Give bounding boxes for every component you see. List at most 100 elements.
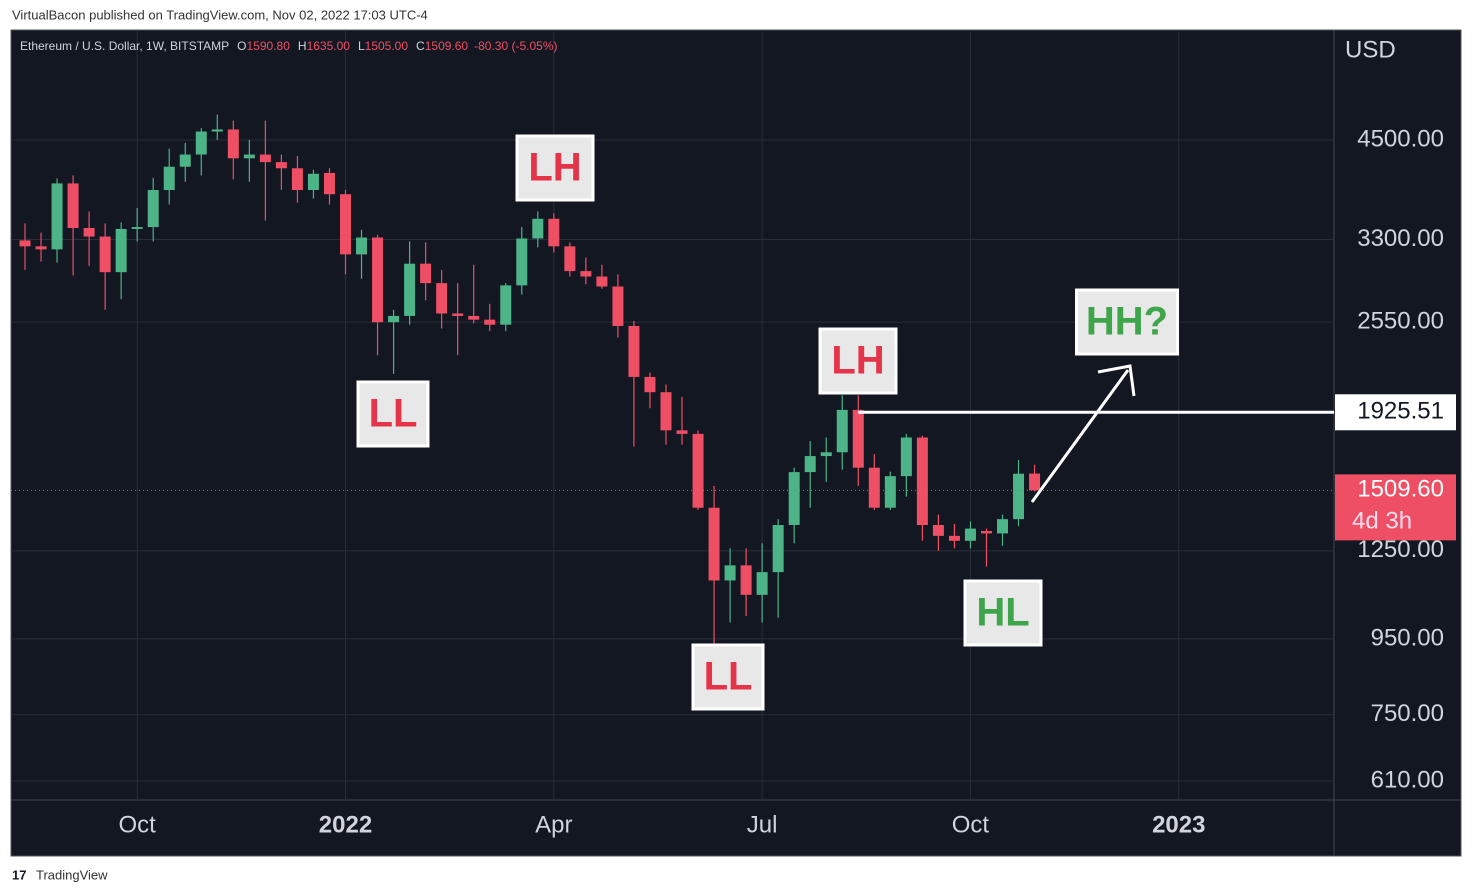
candle-body: [19, 240, 31, 247]
candle-body: [500, 285, 512, 325]
candle-body: [243, 154, 255, 159]
currency: USD: [1345, 36, 1396, 63]
ohlc-value: 1635.00: [307, 39, 351, 53]
candle-body: [356, 237, 368, 255]
ohlc-value: 1590.80: [247, 39, 291, 53]
logo-mark: 17: [12, 867, 26, 882]
x-tick-label: Apr: [535, 811, 572, 838]
candle-body: [291, 168, 303, 191]
candle-body: [195, 131, 207, 155]
candle-body: [99, 236, 111, 273]
candle-body: [644, 376, 656, 393]
y-tick-label: 2550.00: [1357, 308, 1444, 335]
candle-body: [516, 238, 528, 286]
ohlc-label: H: [298, 39, 307, 53]
candle-body: [692, 433, 704, 508]
candle-body: [884, 476, 896, 508]
symbol: Ethereum / U.S. Dollar, 1W, BITSTAMP: [20, 39, 229, 53]
y-tick-label: 4500.00: [1357, 125, 1444, 152]
last-price-label: 1509.60: [1357, 476, 1444, 503]
candle-body: [340, 194, 351, 255]
candle-body: [484, 319, 496, 325]
candles: [19, 114, 1041, 664]
candle-body: [980, 530, 992, 534]
candle-body: [163, 166, 175, 191]
ohlc-value: 1509.60: [425, 39, 469, 53]
y-tick-label: 750.00: [1371, 700, 1444, 727]
level-label: 1925.51: [1357, 398, 1444, 425]
x-tick-label: Oct: [952, 811, 990, 838]
ohlc-label: C: [416, 39, 425, 53]
candle-body: [740, 565, 752, 595]
publisher: VirtualBacon published on TradingView.co…: [12, 7, 428, 22]
y-tick-label: 950.00: [1371, 624, 1444, 651]
candle-body: [580, 271, 592, 277]
annotation-box: [356, 380, 430, 448]
candle-body: [836, 409, 848, 453]
candle-body: [307, 173, 319, 191]
candle-body: [948, 535, 960, 541]
candle-body: [852, 409, 864, 468]
ohlc-label: O: [237, 39, 246, 53]
candle-body: [1013, 473, 1025, 520]
candle-body: [259, 154, 271, 163]
y-tick-label: 1250.00: [1357, 536, 1444, 563]
candle-body: [420, 263, 432, 284]
candle-body: [964, 528, 976, 541]
countdown: 4d 3h: [1352, 508, 1412, 535]
chart-frame: [10, 29, 1462, 857]
candle-body: [51, 183, 63, 250]
y-tick-label: 610.00: [1371, 766, 1444, 793]
x-tick-label: Jul: [747, 811, 778, 838]
y-tick-label: 3300.00: [1357, 225, 1444, 252]
candle-body: [628, 325, 640, 377]
candle-body: [916, 437, 928, 526]
candle-body: [708, 507, 720, 581]
annotation-box: [515, 134, 595, 202]
candle-body: [67, 183, 79, 229]
ohlc-label: L: [358, 39, 365, 53]
annotation-box: [1075, 288, 1179, 356]
candle-body: [997, 519, 1008, 534]
x-tick-label: 2023: [1152, 811, 1205, 838]
candle-body: [532, 218, 544, 239]
candle-body: [932, 525, 944, 536]
arrow-head: [1097, 364, 1136, 397]
candle-body: [131, 227, 143, 229]
candle-body: [1029, 473, 1041, 491]
candle-body: [115, 228, 127, 273]
candle-body: [35, 246, 47, 250]
annotation-label: HL: [976, 591, 1029, 635]
candle-body: [227, 129, 239, 159]
candle-body: [404, 263, 416, 316]
annotation-label: LH: [528, 146, 581, 190]
candle-body: [548, 218, 560, 247]
x-tick-label: Oct: [119, 811, 157, 838]
candle-body: [83, 228, 95, 237]
candle-body: [275, 162, 287, 169]
candle-body: [900, 437, 912, 477]
candle-body: [788, 472, 800, 526]
candle-body: [676, 430, 688, 434]
candle-body: [612, 286, 624, 326]
candle-body: [820, 452, 832, 457]
annotation-box: [691, 643, 765, 711]
candle-body: [211, 129, 223, 132]
candle-body: [436, 283, 448, 314]
ohlc-value: 1505.00: [365, 39, 409, 53]
annotation-label: LL: [704, 655, 753, 699]
candle-body: [147, 190, 159, 228]
x-tick-label: 2022: [319, 811, 372, 838]
annotation-box: [963, 579, 1043, 647]
candle-body: [724, 565, 736, 581]
candle-body: [323, 172, 335, 195]
arrow-shaft: [1030, 369, 1130, 503]
annotation-label: LH: [831, 339, 884, 383]
candle-body: [564, 246, 576, 272]
candle-body: [804, 456, 816, 473]
annotation-box: [818, 327, 898, 395]
candle-body: [660, 392, 672, 431]
last-price-tag: [1335, 474, 1456, 541]
candle-body: [452, 313, 464, 316]
